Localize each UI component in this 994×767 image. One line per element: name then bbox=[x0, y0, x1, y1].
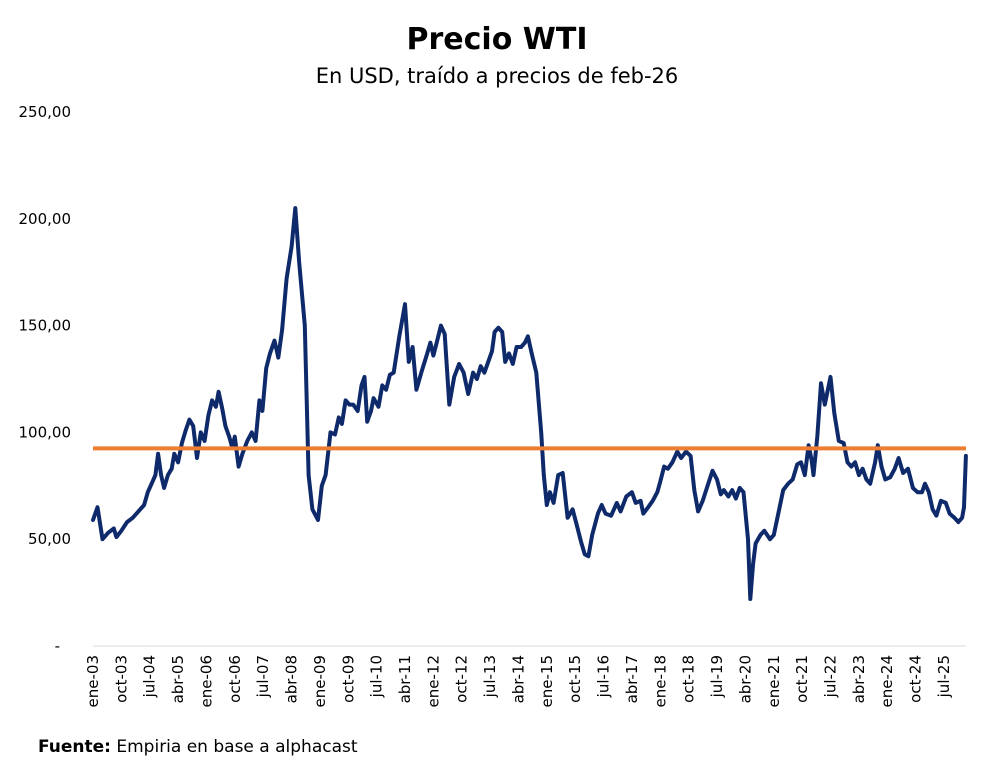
y-tick-label: 150,00 bbox=[19, 317, 72, 335]
chart-title: Precio WTI bbox=[407, 22, 588, 57]
x-tick-label: oct-06 bbox=[226, 655, 244, 703]
plot-area bbox=[91, 206, 968, 601]
x-tick-label: ene-12 bbox=[424, 655, 442, 707]
source-note: Fuente: Empiria en base a alphacast bbox=[38, 737, 358, 757]
x-tick-label: oct-12 bbox=[453, 655, 471, 703]
y-tick-label: 200,00 bbox=[19, 210, 72, 228]
x-tick-label: abr-20 bbox=[736, 655, 754, 703]
x-tick-label: oct-09 bbox=[339, 655, 357, 703]
source-text: Empiria en base a alphacast bbox=[116, 737, 358, 757]
x-tick-label: abr-08 bbox=[283, 655, 301, 703]
x-tick-label: ene-21 bbox=[765, 655, 783, 707]
x-tick-label: ene-15 bbox=[538, 655, 556, 707]
x-tick-label: ene-09 bbox=[311, 655, 329, 707]
y-tick-label: 50,00 bbox=[28, 530, 71, 548]
x-tick-label: oct-03 bbox=[112, 655, 130, 703]
x-tick-label: jul-10 bbox=[368, 655, 386, 698]
x-tick-label: jul-13 bbox=[481, 655, 499, 698]
x-tick-label: oct-21 bbox=[793, 655, 811, 703]
x-tick-label: abr-23 bbox=[850, 655, 868, 703]
chart-subtitle: En USD, traído a precios de feb-26 bbox=[316, 64, 679, 88]
x-tick-label: oct-18 bbox=[680, 655, 698, 703]
x-tick-label: oct-24 bbox=[907, 655, 925, 703]
x-tick-label: jul-04 bbox=[141, 655, 159, 698]
x-tick-label: ene-24 bbox=[878, 655, 896, 707]
source-label: Fuente: bbox=[38, 737, 111, 757]
x-tick-label: jul-25 bbox=[935, 655, 953, 698]
y-tick-label: 100,00 bbox=[19, 423, 72, 441]
x-tick-label: ene-06 bbox=[197, 655, 215, 707]
x-tick-label: jul-16 bbox=[595, 655, 613, 698]
series-line-wti bbox=[91, 206, 968, 601]
x-tick-label: abr-17 bbox=[623, 655, 641, 703]
x-tick-label: jul-07 bbox=[254, 655, 272, 698]
x-tick-label: abr-11 bbox=[396, 655, 414, 703]
x-tick-label: ene-18 bbox=[651, 655, 669, 707]
x-tick-label: abr-14 bbox=[509, 655, 527, 703]
y-tick-label: 250,00 bbox=[19, 103, 72, 121]
y-tick-label: - bbox=[55, 637, 60, 655]
x-axis-ticks: ene-03 oct-03 jul-04 abr-05 ene-06 oct-06 jul-… bbox=[84, 655, 953, 707]
x-tick-label: ene-03 bbox=[84, 655, 102, 707]
x-tick-label: jul-19 bbox=[708, 655, 726, 698]
y-axis-ticks: - 50,00 100,00 150,00 200,00 250,00 bbox=[19, 103, 72, 655]
x-tick-label: abr-05 bbox=[169, 655, 187, 703]
x-tick-label: oct-15 bbox=[566, 655, 584, 703]
x-tick-label: jul-22 bbox=[821, 655, 839, 698]
